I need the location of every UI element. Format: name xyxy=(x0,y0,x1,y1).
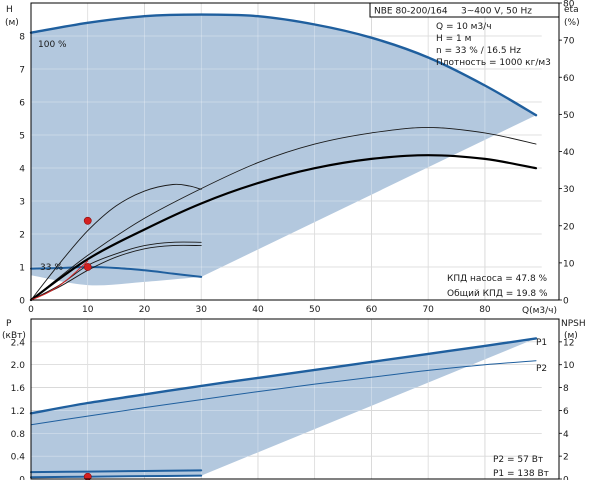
y-tick-label: 3 xyxy=(19,198,25,208)
bottom-tick-labels: 0 0.4 0.8 1.2 1.6 2.0 2.4 0 2 4 6 8 10 12 xyxy=(11,338,575,480)
top-operating-points xyxy=(83,216,92,271)
x-tick-label: 80 xyxy=(479,305,491,315)
bottom-y-unit: (кВт) xyxy=(2,331,26,341)
curve-label-p2: P2 xyxy=(536,364,547,374)
operating-point xyxy=(83,216,92,225)
x-tick-label: 50 xyxy=(309,305,321,315)
y-tick-label: 6 xyxy=(19,99,25,109)
bottom-y2-label: NPSH xyxy=(561,319,586,329)
param-head: H = 1 м xyxy=(436,34,471,44)
series-line-5 xyxy=(30,126,537,301)
pump-efficiency-result: КПД насоса = 47.8 % xyxy=(447,274,548,284)
y-tick-label: 1.2 xyxy=(11,407,25,417)
top-envelope xyxy=(31,14,536,286)
p2-result: P2 = 57 Вт xyxy=(493,455,543,465)
bottom-y-label: P xyxy=(6,319,12,329)
top-y2-unit: (%) xyxy=(564,18,580,28)
top-y-unit: (м) xyxy=(5,18,19,28)
y2-tick-label: 50 xyxy=(563,111,575,121)
series-line-3 xyxy=(30,474,203,479)
bottom-plot-frame-border xyxy=(30,318,560,480)
power-npsh-chart: 0 0.4 0.8 1.2 1.6 2.0 2.4 0 2 4 6 8 10 12 P (кВт) NPS… xyxy=(2,318,586,480)
y2-tick-label: 10 xyxy=(563,361,575,371)
bottom-curves xyxy=(29,337,538,479)
param-speed: n = 33 % / 16.5 Hz xyxy=(436,46,521,56)
operating-point xyxy=(83,472,92,480)
y-tick-label: 2.0 xyxy=(11,361,26,371)
p1-result: P1 = 138 Вт xyxy=(493,469,549,479)
y2-tick-label: 2 xyxy=(563,453,569,463)
x-tick-label: 40 xyxy=(252,305,264,315)
x-tick-label: 70 xyxy=(422,305,434,315)
y-tick-label: 0 xyxy=(19,297,25,307)
series-line-1 xyxy=(30,266,203,278)
y-tick-label: 4 xyxy=(19,165,25,175)
y2-tick-label: 10 xyxy=(563,259,575,269)
y2-tick-label: 0 xyxy=(563,297,569,307)
curve-label-p1: P1 xyxy=(536,338,547,348)
y2-tick-label: 40 xyxy=(563,148,575,158)
x-tick-label: 10 xyxy=(82,305,94,315)
y-tick-label: 2 xyxy=(19,231,25,241)
header-model: NBE 80-200/164 xyxy=(374,7,448,17)
y-tick-label: 7 xyxy=(19,66,25,76)
top-curves xyxy=(29,13,538,302)
series-line-0 xyxy=(29,337,538,415)
operating-point xyxy=(83,263,92,271)
series-line-3 xyxy=(30,244,202,301)
y2-tick-label: 70 xyxy=(563,37,575,47)
top-y2-label: eta xyxy=(564,5,579,15)
y2-tick-label: 8 xyxy=(563,384,569,394)
y-tick-label: 1.6 xyxy=(11,384,26,394)
param-density: Плотность = 1000 кг/м3 xyxy=(436,58,551,68)
y2-tick-label: 4 xyxy=(563,430,569,440)
bottom-operating-points xyxy=(83,472,92,480)
total-efficiency-result: Общий КПД = 19.8 % xyxy=(447,289,548,299)
header-supply: 3~400 V, 50 Hz xyxy=(461,7,532,17)
y-tick-label: 0.8 xyxy=(11,430,26,440)
y2-tick-label: 20 xyxy=(563,222,575,232)
operating-envelope xyxy=(31,14,536,286)
top-y-label: H xyxy=(6,5,13,15)
x-axis-label: Q(м3/ч) xyxy=(522,306,557,316)
param-flow: Q = 10 м3/ч xyxy=(436,22,492,32)
curve-label-100: 100 % xyxy=(38,40,67,50)
y2-tick-label: 0 xyxy=(563,476,569,480)
series-line-1 xyxy=(30,360,537,426)
y-tick-label: 1 xyxy=(19,264,25,274)
y-tick-label: 8 xyxy=(19,33,25,43)
x-tick-label: 0 xyxy=(28,305,34,315)
x-tick-label: 20 xyxy=(139,305,151,315)
series-line-2 xyxy=(30,183,202,301)
bottom-envelope xyxy=(31,338,536,478)
bottom-y2-unit: (м) xyxy=(564,331,578,341)
series-line-2 xyxy=(30,469,203,474)
series-line-0 xyxy=(29,13,538,117)
y-tick-label: 2.4 xyxy=(11,338,26,348)
operating-envelope xyxy=(31,338,536,478)
y-tick-label: 0.4 xyxy=(11,453,26,463)
y2-tick-label: 80 xyxy=(563,0,575,10)
y-tick-label: 0 xyxy=(19,476,25,480)
series-line-6 xyxy=(29,154,538,302)
y2-tick-label: 30 xyxy=(563,185,575,195)
y-tick-label: 5 xyxy=(19,132,25,142)
y2-tick-label: 12 xyxy=(563,338,574,348)
header-box xyxy=(369,2,560,18)
y2-tick-label: 60 xyxy=(563,74,575,84)
top-plot-frame-border xyxy=(30,2,560,301)
x-tick-label: 60 xyxy=(366,305,378,315)
curve-label-33: 33 % xyxy=(40,263,63,273)
y2-tick-label: 6 xyxy=(563,407,569,417)
series-line-7 xyxy=(30,260,89,301)
x-tick-label: 30 xyxy=(195,305,207,315)
